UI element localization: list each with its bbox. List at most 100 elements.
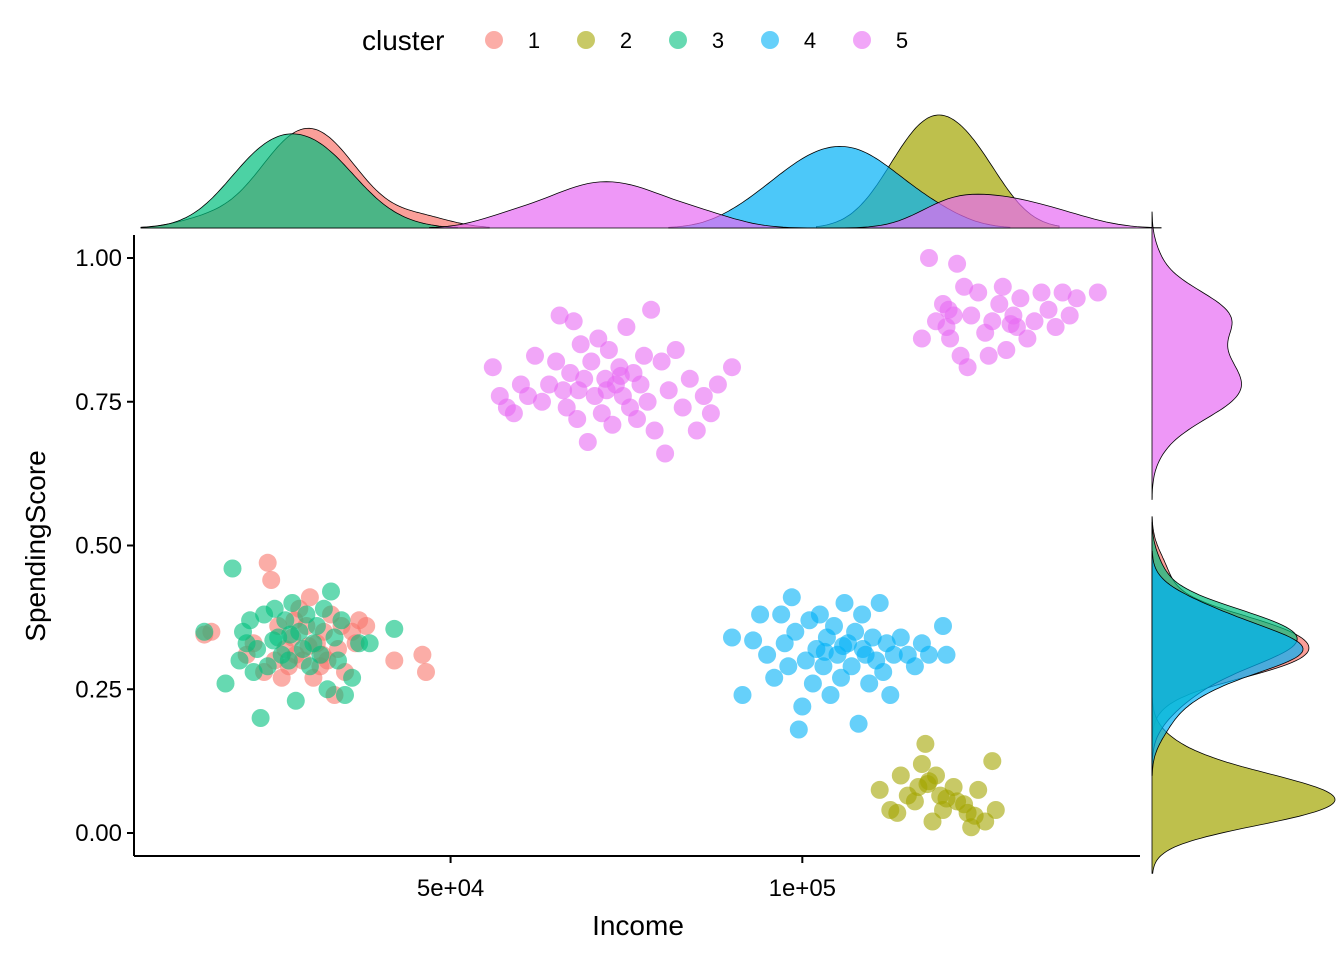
point-cluster-4 (832, 668, 850, 687)
y-axis-title: SpendingScore (20, 450, 51, 641)
point-cluster-5 (533, 392, 551, 411)
point-cluster-3 (265, 599, 284, 618)
legend-item-2: 2 (577, 28, 632, 53)
point-cluster-5 (723, 358, 741, 377)
point-cluster-4 (751, 605, 770, 624)
point-cluster-3 (297, 605, 316, 624)
point-cluster-5 (642, 300, 661, 319)
point-cluster-5 (912, 329, 931, 348)
point-cluster-4 (881, 686, 900, 704)
point-cluster-4 (796, 651, 815, 670)
legend-key-5 (853, 31, 871, 49)
point-cluster-5 (666, 341, 685, 359)
point-cluster-4 (744, 631, 763, 650)
point-cluster-4 (803, 674, 822, 693)
point-cluster-3 (279, 651, 298, 670)
point-cluster-2 (944, 778, 963, 796)
point-cluster-3 (336, 686, 354, 704)
point-cluster-2 (983, 752, 1002, 771)
point-cluster-5 (1053, 283, 1072, 302)
series-4 (723, 588, 956, 739)
legend-label-5: 5 (896, 28, 908, 53)
point-cluster-5 (582, 352, 601, 371)
series-2 (870, 734, 1005, 837)
point-cluster-3 (343, 668, 362, 687)
point-cluster-3 (223, 559, 242, 578)
point-cluster-5 (631, 375, 650, 394)
point-cluster-5 (979, 346, 998, 365)
point-cluster-3 (195, 622, 214, 641)
point-cluster-5 (680, 369, 699, 388)
point-cluster-4 (937, 645, 956, 664)
point-cluster-4 (835, 594, 854, 612)
point-cluster-2 (976, 812, 995, 831)
axes: 0.00 0.25 0.50 0.75 1.00 5e+04 1e+05 (75, 235, 1140, 902)
point-cluster-5 (969, 283, 988, 302)
right-density-4 (1151, 550, 1304, 776)
legend-item-3: 3 (669, 28, 724, 53)
point-cluster-3 (325, 628, 344, 647)
point-cluster-2 (916, 734, 935, 753)
point-cluster-3 (311, 645, 330, 664)
point-cluster-5 (638, 392, 657, 411)
point-cluster-5 (993, 277, 1012, 296)
point-cluster-5 (564, 312, 583, 331)
y-tick-label: 0.75 (75, 389, 122, 416)
point-cluster-5 (656, 444, 675, 463)
point-cluster-3 (244, 663, 263, 681)
point-cluster-5 (708, 375, 727, 394)
point-cluster-4 (934, 617, 952, 635)
series-5 (483, 249, 1107, 463)
point-cluster-4 (775, 634, 794, 653)
y-tick-label: 0.00 (75, 820, 122, 847)
point-cluster-5 (569, 381, 588, 400)
point-cluster-2 (905, 792, 924, 811)
point-cluster-3 (307, 617, 326, 635)
point-cluster-1 (258, 553, 277, 572)
point-cluster-5 (983, 312, 1002, 331)
legend-item-5: 5 (853, 28, 908, 53)
point-cluster-5 (659, 381, 678, 400)
point-cluster-5 (1088, 283, 1107, 302)
point-cluster-3 (276, 611, 295, 630)
point-cluster-3 (360, 634, 379, 653)
y-tick-label: 0.25 (75, 676, 122, 703)
legend-label-4: 4 (804, 28, 816, 53)
legend-item-4: 4 (761, 28, 816, 53)
point-cluster-5 (673, 398, 692, 417)
point-cluster-5 (1039, 300, 1058, 319)
point-cluster-3 (286, 691, 305, 710)
point-cluster-2 (931, 786, 950, 805)
point-cluster-4 (860, 674, 879, 693)
point-cluster-5 (997, 341, 1016, 359)
point-cluster-4 (815, 642, 834, 661)
point-cluster-5 (694, 387, 713, 405)
point-cluster-3 (322, 582, 340, 601)
point-cluster-4 (853, 640, 872, 658)
right-density-2 (1151, 697, 1336, 874)
x-tick-label: 1e+05 (769, 875, 836, 902)
point-cluster-3 (318, 680, 337, 699)
top-density-3 (140, 133, 458, 229)
point-cluster-4 (920, 645, 938, 664)
point-cluster-3 (216, 674, 235, 693)
point-cluster-1 (385, 651, 404, 670)
point-cluster-5 (557, 398, 576, 417)
point-cluster-5 (939, 300, 958, 319)
point-cluster-5 (568, 410, 587, 428)
right-density-5 (1151, 211, 1242, 500)
point-cluster-5 (597, 381, 616, 400)
point-cluster-4 (789, 720, 808, 739)
point-cluster-4 (849, 714, 868, 733)
point-cluster-5 (550, 306, 569, 325)
legend-items: 1 2 3 4 5 (485, 28, 908, 53)
point-cluster-5 (990, 295, 1009, 313)
point-cluster-3 (332, 611, 351, 630)
series-3 (195, 559, 404, 727)
point-cluster-2 (986, 801, 1005, 819)
point-cluster-5 (941, 329, 960, 348)
legend-label-3: 3 (712, 28, 724, 53)
point-cluster-4 (884, 645, 903, 664)
point-cluster-3 (241, 611, 260, 630)
